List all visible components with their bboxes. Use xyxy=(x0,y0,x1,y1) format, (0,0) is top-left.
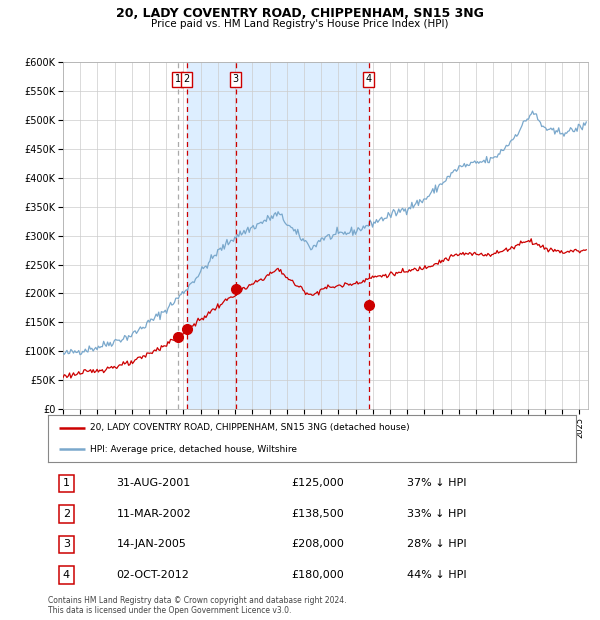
Text: 4: 4 xyxy=(365,74,371,84)
Text: 20, LADY COVENTRY ROAD, CHIPPENHAM, SN15 3NG (detached house): 20, LADY COVENTRY ROAD, CHIPPENHAM, SN15… xyxy=(90,423,410,433)
Text: 11-MAR-2002: 11-MAR-2002 xyxy=(116,509,191,519)
Text: 44% ↓ HPI: 44% ↓ HPI xyxy=(407,570,467,580)
Text: £208,000: £208,000 xyxy=(291,539,344,549)
Text: Contains HM Land Registry data © Crown copyright and database right 2024.: Contains HM Land Registry data © Crown c… xyxy=(48,596,347,606)
Text: 33% ↓ HPI: 33% ↓ HPI xyxy=(407,509,466,519)
Text: Price paid vs. HM Land Registry's House Price Index (HPI): Price paid vs. HM Land Registry's House … xyxy=(151,19,449,29)
Text: 3: 3 xyxy=(233,74,239,84)
Bar xyxy=(187,62,368,409)
Text: This data is licensed under the Open Government Licence v3.0.: This data is licensed under the Open Gov… xyxy=(48,606,292,616)
Text: 4: 4 xyxy=(63,570,70,580)
Text: 2: 2 xyxy=(184,74,190,84)
Text: 2: 2 xyxy=(63,509,70,519)
Text: 3: 3 xyxy=(63,539,70,549)
Text: 28% ↓ HPI: 28% ↓ HPI xyxy=(407,539,467,549)
Text: HPI: Average price, detached house, Wiltshire: HPI: Average price, detached house, Wilt… xyxy=(90,445,297,454)
Text: 1: 1 xyxy=(175,74,181,84)
Text: 31-AUG-2001: 31-AUG-2001 xyxy=(116,479,191,489)
Text: £180,000: £180,000 xyxy=(291,570,344,580)
Text: £138,500: £138,500 xyxy=(291,509,344,519)
Text: 14-JAN-2005: 14-JAN-2005 xyxy=(116,539,187,549)
Text: 1: 1 xyxy=(63,479,70,489)
Text: 02-OCT-2012: 02-OCT-2012 xyxy=(116,570,190,580)
Text: 20, LADY COVENTRY ROAD, CHIPPENHAM, SN15 3NG: 20, LADY COVENTRY ROAD, CHIPPENHAM, SN15… xyxy=(116,7,484,20)
Text: 37% ↓ HPI: 37% ↓ HPI xyxy=(407,479,467,489)
Text: £125,000: £125,000 xyxy=(291,479,344,489)
